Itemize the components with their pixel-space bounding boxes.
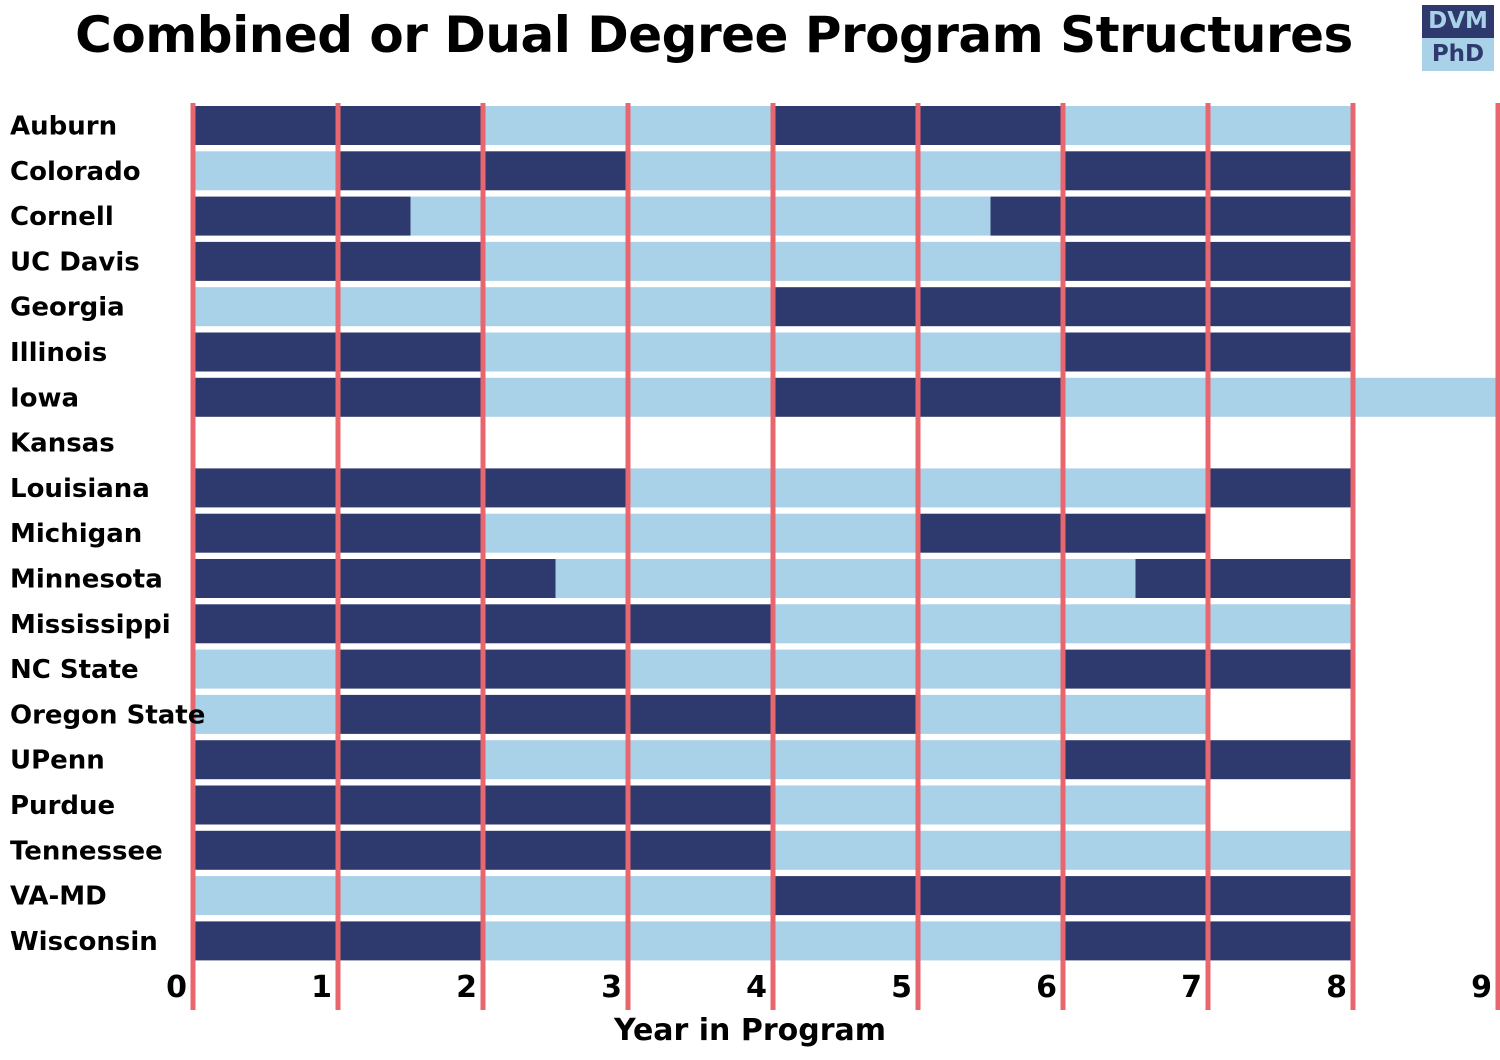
bar-segment-dvm — [193, 196, 411, 236]
bar-segment-phd — [773, 785, 1208, 825]
bar-segment-dvm — [1135, 559, 1353, 598]
bar-segment-phd — [555, 559, 1136, 598]
x-axis-tick-labels: 0 1 2 3 4 5 6 7 8 9 — [166, 970, 1492, 1005]
y-tick-label: Cornell — [10, 202, 114, 232]
bar-segment-phd — [193, 151, 338, 191]
y-tick-label: Iowa — [10, 383, 79, 413]
y-tick-label: Michigan — [10, 519, 142, 549]
x-tick-label: 3 — [601, 970, 622, 1005]
y-tick-label: VA-MD — [10, 882, 107, 912]
x-tick-label: 1 — [311, 970, 332, 1005]
gridline-layer — [190, 103, 1500, 1010]
chart-legend: DVM PhD — [1422, 5, 1494, 71]
x-tick-label: 8 — [1326, 970, 1347, 1005]
y-tick-label: Oregon State — [10, 700, 205, 730]
bar-segment-dvm — [193, 559, 556, 598]
chart-title: Combined or Dual Degree Program Structur… — [75, 6, 1353, 64]
bar-layer — [193, 106, 1498, 961]
y-tick-label: Minnesota — [10, 565, 163, 595]
x-tick-label: 0 — [166, 970, 187, 1005]
y-tick-label: Wisconsin — [10, 927, 158, 957]
y-tick-label: NC State — [10, 655, 139, 685]
bar-segment-phd — [628, 151, 1063, 191]
y-tick-label: Georgia — [10, 293, 125, 323]
bar-segment-phd — [483, 513, 918, 553]
y-axis-labels: Auburn Colorado Cornell UC Davis Georgia Illi… — [10, 112, 205, 957]
y-tick-label: Louisiana — [10, 474, 150, 504]
bar-segment-phd — [193, 649, 338, 689]
y-tick-label: UC Davis — [10, 247, 140, 277]
y-tick-label: Purdue — [10, 791, 115, 821]
bar-segment-dvm — [193, 468, 628, 508]
y-tick-label: UPenn — [10, 746, 105, 776]
x-axis-label: Year in Program — [613, 1013, 886, 1048]
x-tick-label: 9 — [1471, 970, 1492, 1005]
y-tick-label: Mississippi — [10, 610, 171, 640]
legend-item-phd: PhD — [1422, 38, 1494, 71]
x-tick-label: 7 — [1181, 970, 1202, 1005]
x-tick-label: 4 — [746, 970, 767, 1005]
bar-segment-dvm — [990, 196, 1353, 236]
bar-segment-phd — [410, 196, 991, 236]
bar-segment-dvm — [1208, 468, 1353, 508]
bar-segment-phd — [193, 694, 338, 734]
y-tick-label: Auburn — [10, 112, 117, 142]
y-tick-label: Kansas — [10, 429, 115, 459]
bar-segment-phd — [628, 649, 1063, 689]
legend-item-dvm: DVM — [1422, 5, 1494, 38]
x-tick-label: 2 — [456, 970, 477, 1005]
bar-segment-phd — [1063, 377, 1498, 417]
y-tick-label: Tennessee — [10, 836, 163, 866]
x-tick-label: 5 — [891, 970, 912, 1005]
y-tick-label: Illinois — [10, 338, 107, 368]
x-tick-label: 6 — [1036, 970, 1057, 1005]
y-tick-label: Colorado — [10, 157, 141, 187]
